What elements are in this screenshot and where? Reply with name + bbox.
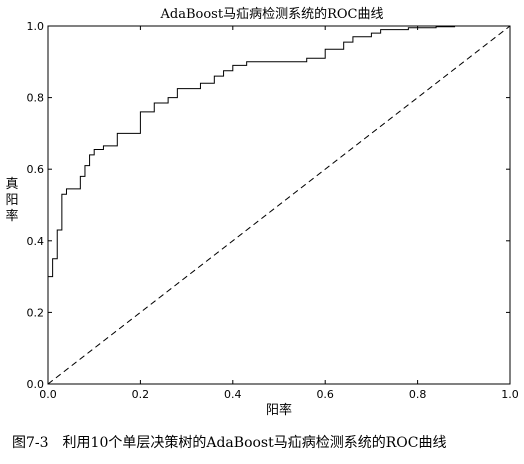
series-layer [48, 26, 510, 384]
x-tick-label: 0.8 [409, 388, 427, 401]
diagonal-reference-line [48, 26, 510, 384]
x-tick-label: 0.6 [316, 388, 334, 401]
figure-caption: 图7-3 利用10个单层决策树的AdaBoost马疝病检测系统的ROC曲线 [0, 432, 524, 452]
y-tick-label: 0.6 [27, 163, 45, 176]
y-axis-label: 真阳率 [5, 177, 18, 224]
chart-title: AdaBoost马疝病检测系统的ROC曲线 [160, 6, 384, 22]
y-axis-ticks: 0.0 0.2 0.4 0.6 0.8 1.0 [27, 20, 511, 391]
y-tick-label: 0.8 [27, 92, 45, 105]
y-tick-label: 0.2 [27, 306, 45, 319]
x-axis-label: 阳率 [266, 402, 292, 418]
y-tick-label: 0.4 [27, 235, 45, 248]
x-tick-label: 1.0 [501, 388, 519, 401]
x-tick-label: 0.4 [224, 388, 242, 401]
x-tick-label: 0.2 [132, 388, 150, 401]
roc-chart: AdaBoost马疝病检测系统的ROC曲线 0.0 0.2 0.4 0.6 0.8 1.0… [0, 0, 524, 430]
x-axis-ticks: 0.0 0.2 0.4 0.6 0.8 1.0 [39, 26, 519, 401]
y-tick-label: 0.0 [27, 378, 45, 391]
y-tick-label: 1.0 [27, 20, 45, 33]
